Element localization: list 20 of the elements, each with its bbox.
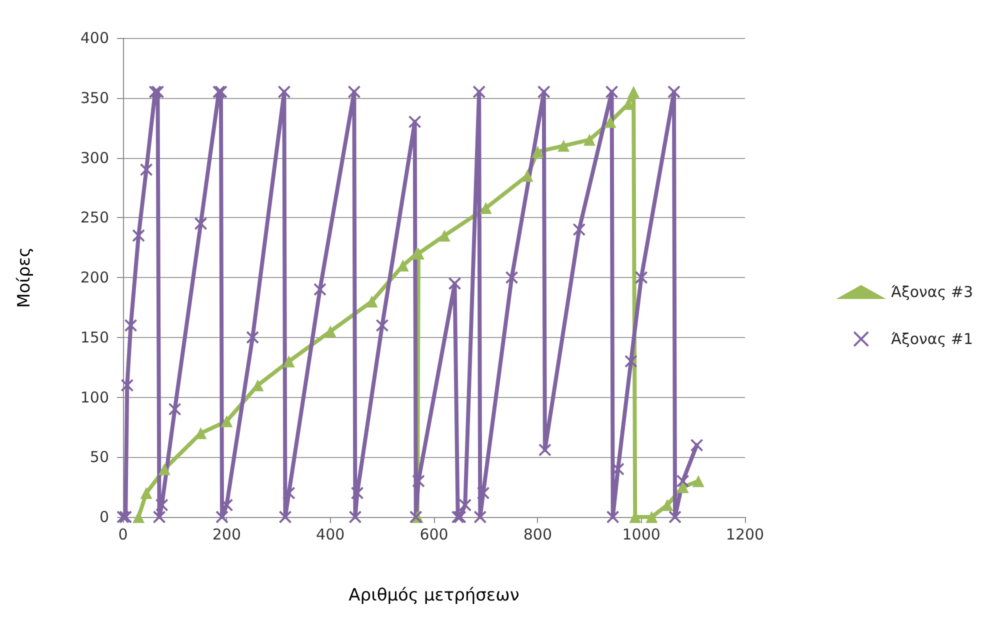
y-tick-label: 200 <box>80 268 109 286</box>
x-tick-label: 1200 <box>726 526 764 544</box>
y-tick-label: 150 <box>80 328 109 346</box>
y-tick-label: 350 <box>80 88 109 107</box>
y-tick-label: 50 <box>90 448 109 466</box>
x-tick-label: 800 <box>523 526 552 544</box>
x-tick-label: 400 <box>316 526 345 544</box>
x-tick-label: 600 <box>420 526 448 544</box>
legend-label: Άξονας #3 <box>891 283 974 301</box>
y-tick-label: 400 <box>80 29 109 47</box>
x-axis-title: Αριθμός μετρήσεων <box>348 586 520 606</box>
x-tick-label: 1000 <box>622 526 660 544</box>
y-tick-label: 300 <box>80 148 109 167</box>
y-tick-label: 250 <box>80 208 109 227</box>
x-tick-label: 200 <box>212 526 241 544</box>
y-tick-label: 0 <box>99 508 109 526</box>
x-tick-label: 0 <box>118 526 128 544</box>
y-tick-label: 100 <box>80 388 109 406</box>
legend-label: Άξονας #1 <box>891 330 974 348</box>
y-axis-title: Μοίρες <box>14 247 34 308</box>
